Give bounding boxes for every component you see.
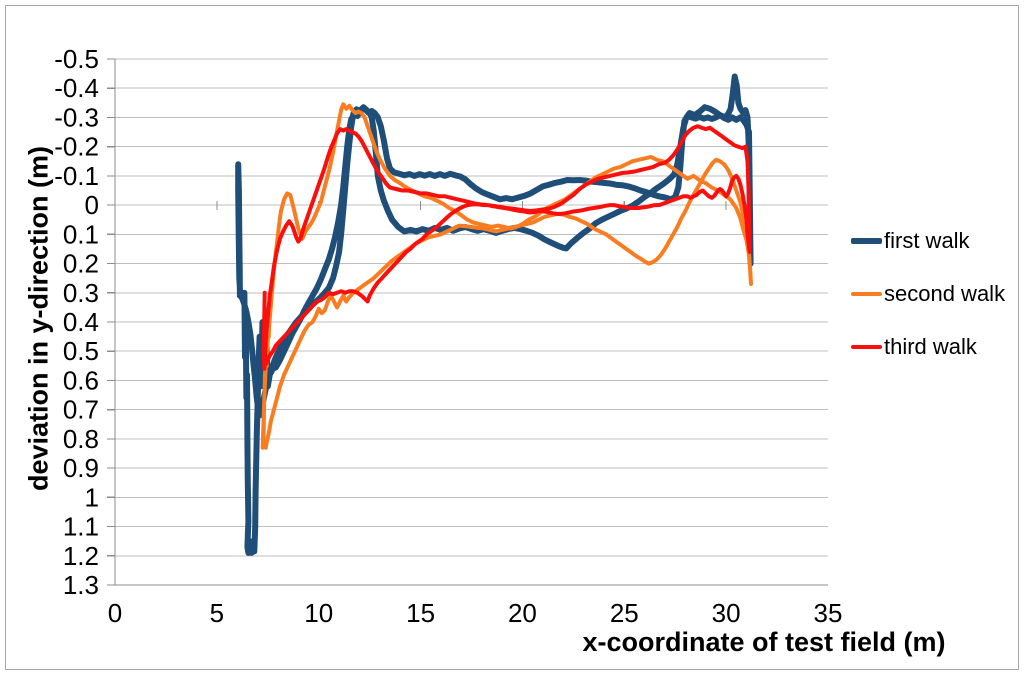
svg-text:0.3: 0.3 [63, 278, 99, 308]
legend-label-second-walk: second walk [884, 281, 1006, 306]
svg-text:35: 35 [814, 598, 843, 628]
legend-item-second-walk: second walk [851, 281, 1005, 307]
svg-text:0.5: 0.5 [63, 336, 99, 366]
svg-text:1.3: 1.3 [63, 570, 99, 600]
legend: first walk second walk third walk [851, 228, 1005, 360]
svg-text:0.2: 0.2 [63, 249, 99, 279]
svg-text:-0.5: -0.5 [54, 44, 99, 74]
svg-text:20: 20 [508, 598, 537, 628]
legend-label-third-walk: third walk [884, 334, 977, 359]
first-walk-line-swatch [851, 238, 882, 244]
svg-text:0.4: 0.4 [63, 307, 99, 337]
third-walk-line-swatch [851, 345, 882, 349]
svg-text:-0.2: -0.2 [54, 132, 99, 162]
legend-item-third-walk: third walk [851, 334, 1005, 360]
svg-text:0.7: 0.7 [63, 395, 99, 425]
svg-text:10: 10 [304, 598, 333, 628]
x-axis-title: x-coordinate of test field (m) [582, 627, 946, 657]
svg-text:-0.4: -0.4 [54, 73, 99, 103]
svg-text:30: 30 [712, 598, 741, 628]
svg-text:1: 1 [85, 482, 99, 512]
svg-text:1.2: 1.2 [63, 541, 99, 571]
legend-item-first-walk: first walk [851, 228, 1005, 254]
svg-text:0.8: 0.8 [63, 424, 99, 454]
svg-text:15: 15 [406, 598, 435, 628]
second-walk-line-swatch [851, 292, 882, 296]
svg-text:25: 25 [610, 598, 639, 628]
svg-text:-0.1: -0.1 [54, 161, 99, 191]
svg-text:1.1: 1.1 [63, 512, 99, 542]
svg-text:0: 0 [85, 190, 99, 220]
legend-label-first-walk: first walk [884, 228, 970, 253]
svg-text:0.9: 0.9 [63, 453, 99, 483]
y-axis-title: deviation in y-direction (m) [23, 145, 54, 492]
svg-text:0.1: 0.1 [63, 219, 99, 249]
svg-text:5: 5 [210, 598, 224, 628]
svg-text:0.6: 0.6 [63, 365, 99, 395]
svg-text:-0.3: -0.3 [54, 102, 99, 132]
svg-text:0: 0 [108, 598, 122, 628]
